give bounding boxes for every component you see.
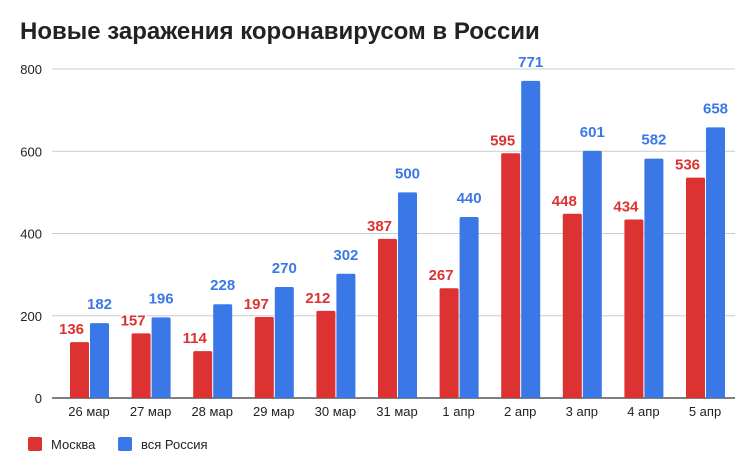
bar-moscow xyxy=(70,342,89,398)
bar-moscow xyxy=(501,153,521,398)
bar-russia xyxy=(151,317,171,398)
y-tick-label: 600 xyxy=(20,144,42,159)
x-tick-label: 5 апр xyxy=(689,404,721,419)
bar-russia xyxy=(644,158,664,398)
bar-russia xyxy=(398,192,417,398)
bar-russia xyxy=(90,323,109,398)
data-label: 500 xyxy=(395,165,420,182)
data-label: 267 xyxy=(429,267,454,284)
legend-label: Москва xyxy=(51,437,96,452)
legend-label: вся Россия xyxy=(141,437,208,452)
y-tick-label: 0 xyxy=(35,391,42,406)
data-label: 228 xyxy=(210,277,235,294)
data-label: 601 xyxy=(580,124,605,141)
x-tick-label: 26 мар xyxy=(68,404,109,419)
legend-swatch xyxy=(118,437,132,451)
bar-russia xyxy=(213,304,233,398)
x-tick-label: 2 апр xyxy=(504,404,536,419)
data-label: 434 xyxy=(613,199,639,216)
bar-russia xyxy=(274,286,294,398)
y-tick-label: 800 xyxy=(20,62,42,77)
x-tick-label: 29 мар xyxy=(253,404,294,419)
data-label: 197 xyxy=(244,296,269,313)
y-tick-label: 200 xyxy=(20,309,42,324)
bar-moscow xyxy=(378,238,397,398)
bar-moscow xyxy=(439,288,459,398)
data-label: 157 xyxy=(121,312,146,329)
data-label: 136 xyxy=(59,321,84,338)
data-label: 582 xyxy=(641,132,666,149)
x-tick-label: 1 апр xyxy=(442,404,474,419)
data-label: 114 xyxy=(183,330,208,347)
data-label: 302 xyxy=(333,247,358,264)
legend-swatch xyxy=(28,437,42,451)
data-label: 595 xyxy=(490,132,515,149)
x-tick-label: 30 мар xyxy=(315,404,356,419)
x-tick-label: 27 мар xyxy=(130,404,171,419)
bar-russia xyxy=(459,217,479,398)
bar-moscow xyxy=(316,310,336,398)
bar-moscow xyxy=(254,316,274,398)
data-label: 182 xyxy=(87,296,112,313)
bar-moscow xyxy=(131,333,151,398)
bar-moscow xyxy=(686,177,705,398)
y-tick-label: 400 xyxy=(20,227,42,242)
x-tick-label: 4 апр xyxy=(627,404,659,419)
bar-moscow xyxy=(624,219,644,398)
bar-russia xyxy=(336,273,356,398)
x-tick-label: 28 мар xyxy=(191,404,232,419)
bar-russia xyxy=(521,80,541,399)
data-label: 658 xyxy=(703,100,728,117)
data-label: 270 xyxy=(272,260,297,277)
x-tick-label: 31 мар xyxy=(376,404,417,419)
data-label: 387 xyxy=(367,218,392,235)
chart-title: Новые заражения коронавирусом в России xyxy=(20,18,540,45)
data-label: 196 xyxy=(149,290,174,307)
data-label: 536 xyxy=(675,157,700,174)
data-label: 212 xyxy=(305,290,330,307)
x-tick-label: 3 апр xyxy=(566,404,598,419)
data-label: 771 xyxy=(518,54,543,71)
bar-moscow xyxy=(562,213,582,398)
bar-russia xyxy=(582,150,602,398)
data-label: 448 xyxy=(552,193,577,210)
bar-russia xyxy=(706,127,725,399)
bar-moscow xyxy=(193,351,213,398)
data-label: 440 xyxy=(457,190,482,207)
